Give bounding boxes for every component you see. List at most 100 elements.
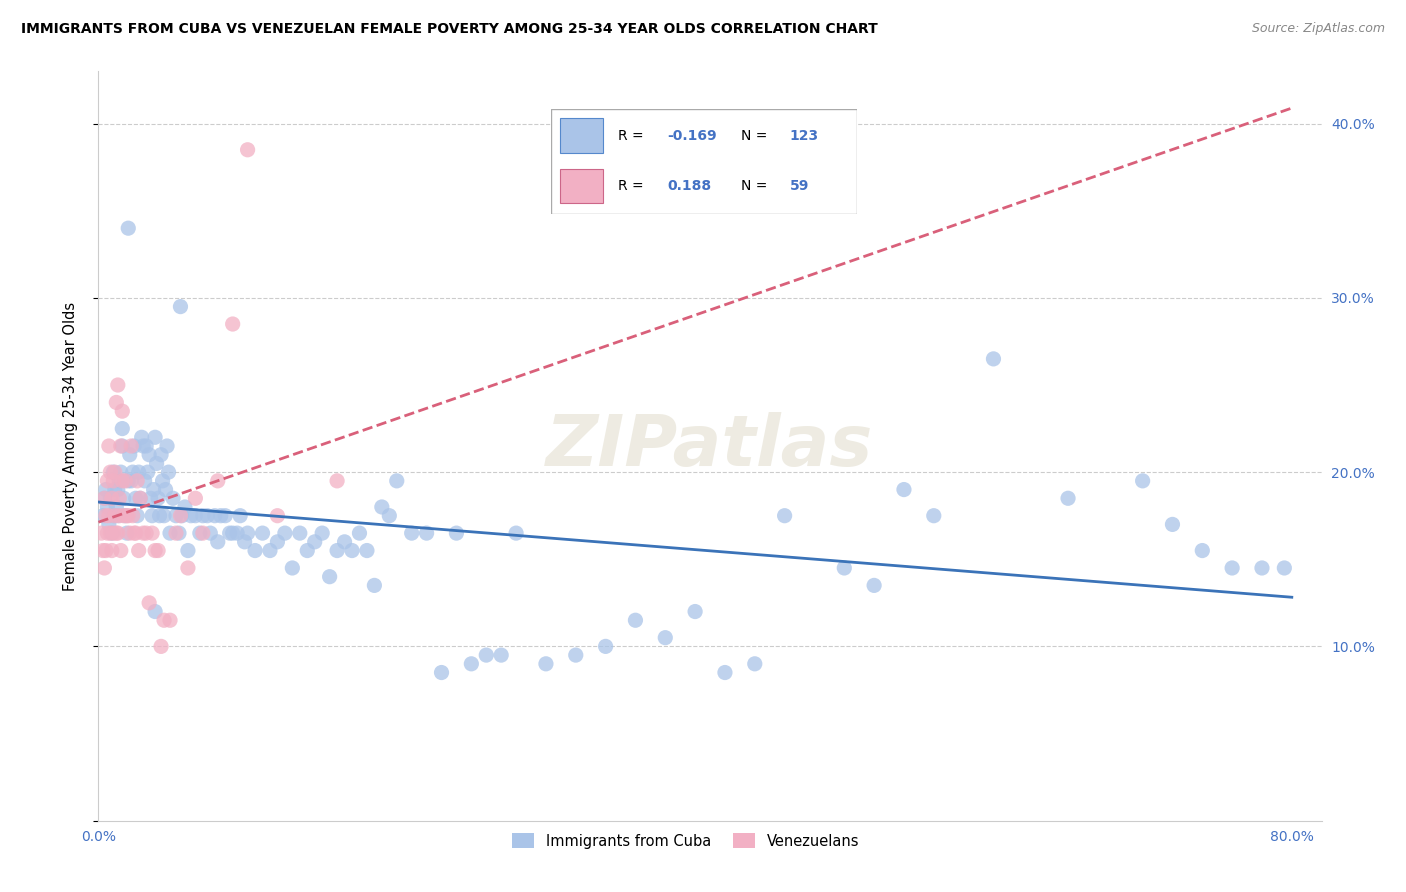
Point (114, 508, 136, 523)
Point (112, 508, 135, 523)
Point (131, 430, 153, 444)
Point (101, 526, 124, 541)
Point (108, 491, 131, 506)
Point (90, 526, 112, 541)
Point (184, 508, 207, 523)
Point (143, 430, 166, 444)
Point (744, 657, 766, 671)
Point (489, 648, 512, 662)
Point (180, 508, 202, 523)
Point (243, 543, 266, 558)
Point (683, 605, 706, 619)
Point (204, 508, 226, 523)
Point (1251, 561, 1274, 575)
Point (93, 491, 115, 506)
Point (107, 508, 129, 523)
Point (165, 508, 187, 523)
Point (274, 526, 297, 541)
Point (152, 474, 174, 488)
Point (115, 526, 138, 541)
Point (157, 465, 180, 479)
Point (98, 526, 121, 541)
Point (259, 543, 281, 558)
Point (430, 665, 453, 680)
Point (96, 526, 118, 541)
Point (226, 526, 249, 541)
Point (207, 534, 229, 549)
Point (863, 578, 886, 592)
Point (266, 508, 288, 523)
Point (101, 491, 124, 506)
Point (143, 605, 166, 619)
Point (145, 457, 167, 471)
Point (207, 474, 229, 488)
Point (117, 508, 139, 523)
Point (371, 500, 394, 514)
Point (170, 508, 193, 523)
Point (120, 474, 142, 488)
Point (401, 526, 423, 541)
Point (318, 570, 340, 584)
Point (93, 561, 115, 575)
Point (122, 526, 145, 541)
Point (1220, 561, 1243, 575)
Point (221, 317, 243, 331)
Point (103, 465, 125, 479)
Point (138, 448, 160, 462)
Point (288, 526, 311, 541)
Point (110, 439, 132, 453)
Point (108, 508, 131, 523)
Point (356, 543, 378, 558)
Point (128, 465, 150, 479)
Point (162, 491, 184, 506)
Point (111, 474, 134, 488)
Point (236, 526, 259, 541)
Point (141, 508, 163, 523)
Point (104, 508, 127, 523)
Point (93, 491, 115, 506)
Point (177, 543, 200, 558)
Point (150, 448, 173, 462)
Point (107, 483, 129, 497)
Point (94, 508, 117, 523)
Point (111, 421, 134, 435)
Point (103, 474, 125, 488)
Point (1057, 491, 1080, 506)
Point (460, 657, 482, 671)
Text: ZIPatlаs: ZIPatlаs (547, 411, 873, 481)
Point (97, 508, 120, 523)
Point (117, 474, 139, 488)
Point (97, 517, 120, 532)
Point (326, 474, 349, 488)
Text: IMMIGRANTS FROM CUBA VS VENEZUELAN FEMALE POVERTY AMONG 25-34 YEAR OLDS CORRELAT: IMMIGRANTS FROM CUBA VS VENEZUELAN FEMAL… (21, 22, 877, 37)
Point (105, 500, 128, 514)
Point (534, 657, 557, 671)
Point (136, 465, 159, 479)
Point (98, 491, 121, 506)
Point (98, 465, 121, 479)
Point (209, 508, 232, 523)
Point (184, 491, 207, 506)
Point (155, 483, 177, 497)
Point (214, 508, 236, 523)
Point (139, 491, 162, 506)
Point (141, 526, 163, 541)
Point (110, 543, 132, 558)
Point (304, 534, 326, 549)
Point (326, 543, 349, 558)
Point (111, 404, 134, 418)
Point (104, 483, 127, 497)
Point (117, 221, 139, 235)
Point (174, 500, 197, 514)
Point (96, 474, 118, 488)
Point (122, 439, 145, 453)
Point (159, 526, 181, 541)
Point (595, 640, 617, 654)
Point (107, 526, 129, 541)
Point (142, 483, 165, 497)
Point (135, 439, 157, 453)
Point (378, 508, 401, 523)
Point (156, 439, 179, 453)
Point (654, 631, 676, 645)
Point (104, 465, 127, 479)
